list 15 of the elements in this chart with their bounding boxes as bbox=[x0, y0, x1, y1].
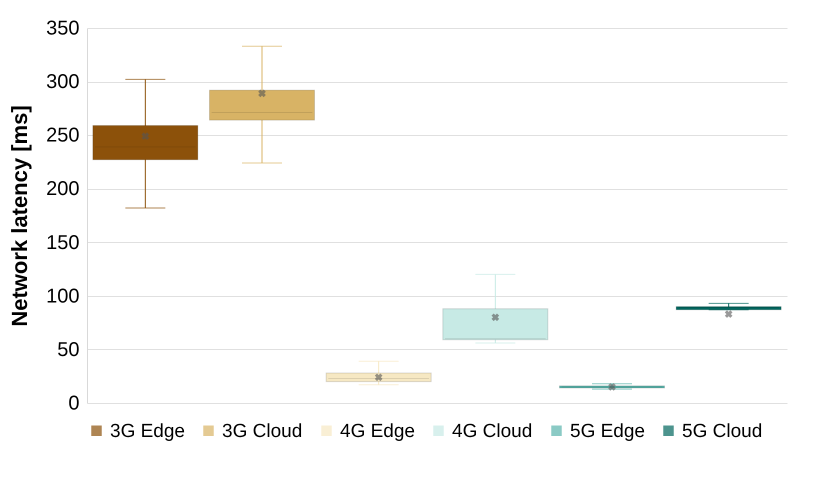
y-axis-title: Network latency [ms] bbox=[7, 105, 32, 327]
y-tick-label: 100 bbox=[46, 285, 80, 308]
legend-label: 5G Cloud bbox=[682, 420, 762, 442]
legend-label: 3G Cloud bbox=[222, 420, 302, 442]
y-tick-label: 200 bbox=[46, 178, 80, 200]
y-tick-label: 300 bbox=[46, 71, 80, 94]
legend-label: 4G Edge bbox=[340, 420, 415, 442]
y-tick-label: 0 bbox=[68, 392, 80, 414]
legend-label: 4G Cloud bbox=[452, 420, 532, 442]
y-tick-label: 350 bbox=[46, 18, 80, 40]
y-tick-label: 250 bbox=[46, 124, 80, 147]
legend-label: 5G Edge bbox=[570, 420, 645, 442]
y-tick-label: 50 bbox=[57, 338, 80, 361]
y-tick-label: 150 bbox=[46, 232, 80, 254]
legend-label: 3G Edge bbox=[110, 420, 185, 442]
